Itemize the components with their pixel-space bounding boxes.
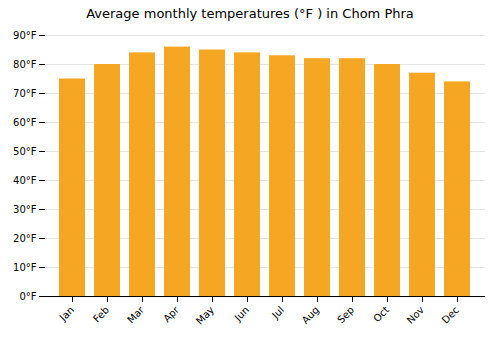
svg-text:Feb: Feb: [91, 304, 111, 324]
svg-text:May: May: [194, 304, 216, 326]
svg-text:30°F: 30°F: [13, 204, 37, 215]
svg-text:60°F: 60°F: [13, 117, 37, 128]
svg-text:10°F: 10°F: [13, 262, 37, 273]
svg-text:Jan: Jan: [57, 304, 76, 323]
svg-text:Nov: Nov: [405, 304, 427, 326]
svg-text:0°F: 0°F: [19, 291, 36, 302]
svg-text:Mar: Mar: [125, 304, 147, 326]
svg-text:90°F: 90°F: [13, 30, 37, 41]
svg-text:Jul: Jul: [269, 304, 286, 321]
svg-text:Jun: Jun: [232, 304, 252, 324]
svg-text:20°F: 20°F: [13, 233, 37, 244]
svg-text:Dec: Dec: [440, 304, 461, 325]
svg-text:Sep: Sep: [335, 304, 356, 325]
svg-text:Apr: Apr: [161, 304, 182, 325]
svg-text:Oct: Oct: [371, 304, 391, 324]
svg-text:50°F: 50°F: [13, 146, 37, 157]
svg-text:Aug: Aug: [300, 304, 322, 326]
html-text:Average monthly temperatures (: Average monthly temperatures (°F ) in Ch…: [86, 6, 414, 21]
svg-text:80°F: 80°F: [13, 59, 37, 70]
svg-text:40°F: 40°F: [13, 175, 37, 186]
svg-text:70°F: 70°F: [13, 88, 37, 99]
